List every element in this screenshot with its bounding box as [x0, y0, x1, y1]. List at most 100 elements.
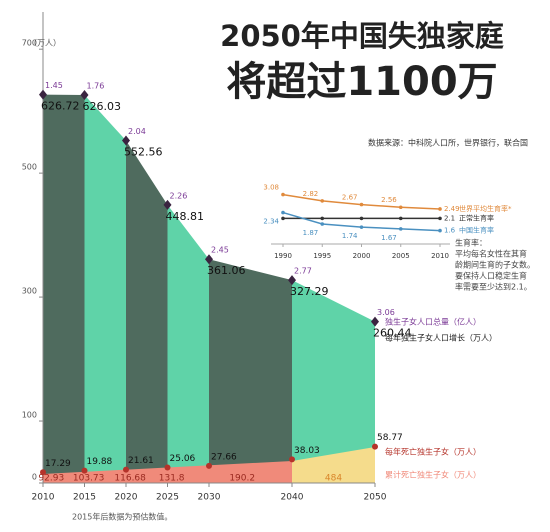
- band-label: 484: [325, 474, 342, 484]
- area-segment: [292, 280, 375, 483]
- death-marker: [289, 456, 295, 463]
- inset-point: [320, 216, 325, 221]
- total-label: 1.76: [87, 82, 105, 91]
- chart-subtitle: 将超过1100万: [226, 59, 497, 105]
- value-label: 626.72: [41, 100, 80, 113]
- inset-series-name: 正常生育率: [459, 213, 494, 222]
- y-tick-label: 0: [32, 473, 37, 482]
- total-label: 1.45: [45, 81, 63, 90]
- value-label: 552.56: [124, 146, 163, 159]
- inset-point: [281, 210, 285, 215]
- inset-x-tick-label: 1990: [274, 252, 292, 260]
- band-label: 92.93: [38, 474, 64, 484]
- diamond-marker: [205, 254, 213, 265]
- death-marker: [206, 462, 212, 469]
- death-label: 19.88: [87, 457, 113, 467]
- inset-point: [359, 202, 364, 207]
- x-tick-label: 2050: [364, 493, 387, 503]
- inset-x-tick-label: 2000: [353, 252, 371, 260]
- inset-point: [438, 228, 442, 233]
- inset-point: [359, 216, 364, 221]
- total-label: 2.26: [170, 191, 188, 200]
- inset-value-label: 1.6: [444, 227, 456, 235]
- diamond-marker: [39, 89, 47, 100]
- inset-point: [438, 216, 442, 221]
- x-tick-label: 2015: [73, 493, 96, 503]
- inset-value-label: 2.56: [381, 196, 397, 204]
- total-label: 2.45: [211, 246, 229, 255]
- value-label: 448.81: [166, 210, 205, 223]
- death-marker: [40, 469, 46, 476]
- band-label: 190.2: [229, 474, 255, 484]
- death-label: 25.06: [170, 454, 196, 464]
- chart-title: 2050年中国失独家庭: [220, 19, 504, 53]
- x-tick-label: 2020: [115, 493, 138, 503]
- inset-point: [281, 216, 285, 221]
- y-unit: （万人）: [29, 39, 61, 48]
- inset-x-tick-label: 1995: [313, 252, 331, 260]
- death-label: 38.03: [294, 446, 320, 456]
- inset-value-label: 1.74: [342, 232, 358, 240]
- area-segment: [84, 95, 126, 483]
- inset-value-label: 2.82: [303, 190, 319, 198]
- inset-point: [359, 225, 364, 229]
- value-label: 361.06: [207, 264, 246, 277]
- death-marker: [164, 464, 171, 471]
- value-label: 327.29: [290, 285, 329, 298]
- death-label: 21.61: [128, 456, 154, 466]
- inset-point: [398, 227, 403, 231]
- value-label: 626.03: [83, 100, 122, 113]
- y-tick-label: 500: [22, 163, 37, 172]
- inset-value-label: 2.67: [342, 194, 358, 202]
- diamond-marker: [122, 135, 130, 146]
- diamond-marker: [80, 90, 89, 101]
- legend-label: 每年独生子女人口增长（万人）: [385, 333, 497, 343]
- source: 数据来源：中科院人口所，世界银行，联合国: [368, 138, 528, 148]
- band-area: [292, 447, 375, 483]
- inset-note: 要保持人口稳定生育: [455, 271, 527, 281]
- inset-x-tick-label: 2010: [431, 252, 449, 260]
- inset-series-name: 中国生育率: [459, 226, 494, 235]
- inset-series-name: 世界平均生育率*: [459, 204, 512, 213]
- y-tick-label: 300: [22, 287, 37, 296]
- death-label: 27.66: [211, 452, 237, 462]
- inset-point: [398, 216, 403, 221]
- inset-value-label: 2.34: [263, 218, 279, 226]
- x-tick-label: 2025: [156, 493, 179, 503]
- death-marker: [123, 466, 129, 473]
- band-label: 103.73: [73, 474, 105, 484]
- y-tick-label: 700: [22, 39, 37, 48]
- inset-value-label: 2.1: [444, 214, 455, 222]
- death-marker: [372, 443, 378, 450]
- death-label: 17.29: [45, 459, 71, 469]
- inset-note: 生育率：: [455, 238, 487, 248]
- death-label: 58.77: [377, 433, 403, 443]
- inset-value-label: 1.87: [303, 229, 319, 237]
- legend-label: 每年死亡独生子女（万人）: [385, 447, 481, 457]
- x-tick-label: 2010: [32, 493, 55, 503]
- diamond-marker: [163, 199, 172, 210]
- band-area: [43, 461, 292, 483]
- inset-point: [281, 192, 285, 197]
- area-segment: [209, 259, 292, 483]
- diamond-marker: [288, 275, 296, 286]
- total-label: 3.06: [377, 308, 395, 317]
- inset-point: [320, 199, 325, 203]
- area-segment: [43, 94, 85, 484]
- inset-x-tick-label: 2005: [392, 252, 410, 260]
- value-label: 260.44: [373, 327, 412, 340]
- band-label: 116.68: [114, 474, 146, 484]
- x-tick-label: 2030: [198, 493, 221, 503]
- inset-value-label: 1.67: [381, 234, 397, 242]
- area-segment: [167, 204, 209, 484]
- inset-value-label: 2.49: [444, 205, 460, 213]
- area-segment: [126, 140, 168, 483]
- band-label: 131.8: [159, 474, 185, 484]
- diamond-marker: [371, 316, 379, 327]
- legend-label: 累计死亡独生子女（万人）: [385, 470, 481, 480]
- legend-label: 独生子女人口总量（亿人）: [385, 317, 481, 327]
- inset-note: 率需要至少达到2.1。: [455, 282, 532, 292]
- total-label: 2.04: [128, 127, 146, 136]
- y-tick-label: 100: [22, 411, 37, 420]
